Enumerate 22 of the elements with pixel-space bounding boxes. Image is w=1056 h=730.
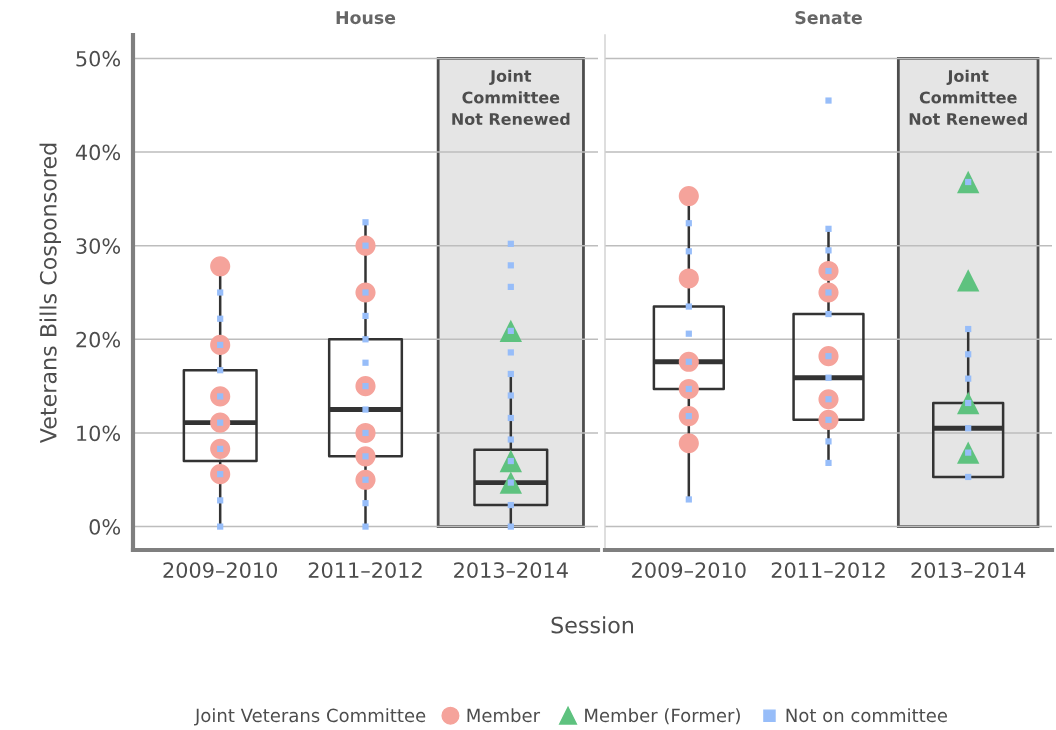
legend-title: Joint Veterans Committee	[194, 708, 426, 726]
band-label: Joint Committee Not Renewed	[909, 69, 1027, 126]
x-tick-label: 2011–2012	[771, 562, 885, 578]
y-tick-label: 10%	[77, 425, 121, 442]
band-label: Joint Committee Not Renewed	[452, 69, 570, 126]
x-tick-label: 2009–2010	[632, 562, 746, 578]
y-tick-label: 40%	[75, 144, 121, 161]
y-tick-label: 30%	[76, 238, 121, 254]
chart-title: House	[336, 11, 396, 25]
y-tick-label: 0%	[89, 519, 121, 535]
x-tick-label: 2009–2010	[163, 562, 278, 578]
x-axis-title: Session	[551, 616, 634, 634]
chart-title: Senate	[795, 11, 862, 25]
x-tick-label: 2013–2014	[911, 562, 1026, 578]
legend-label: Not on committee	[786, 708, 947, 723]
y-tick-label: 50%	[76, 50, 121, 67]
y-tick-label: 20%	[76, 331, 121, 348]
legend-label: Member (Former)	[585, 708, 740, 725]
y-axis-title: Veterans Bills Cosponsored	[39, 143, 61, 444]
legend-label: Member	[467, 708, 541, 723]
x-tick-label: 2013–2014	[454, 562, 568, 578]
x-tick-label: 2011–2012	[308, 562, 422, 578]
